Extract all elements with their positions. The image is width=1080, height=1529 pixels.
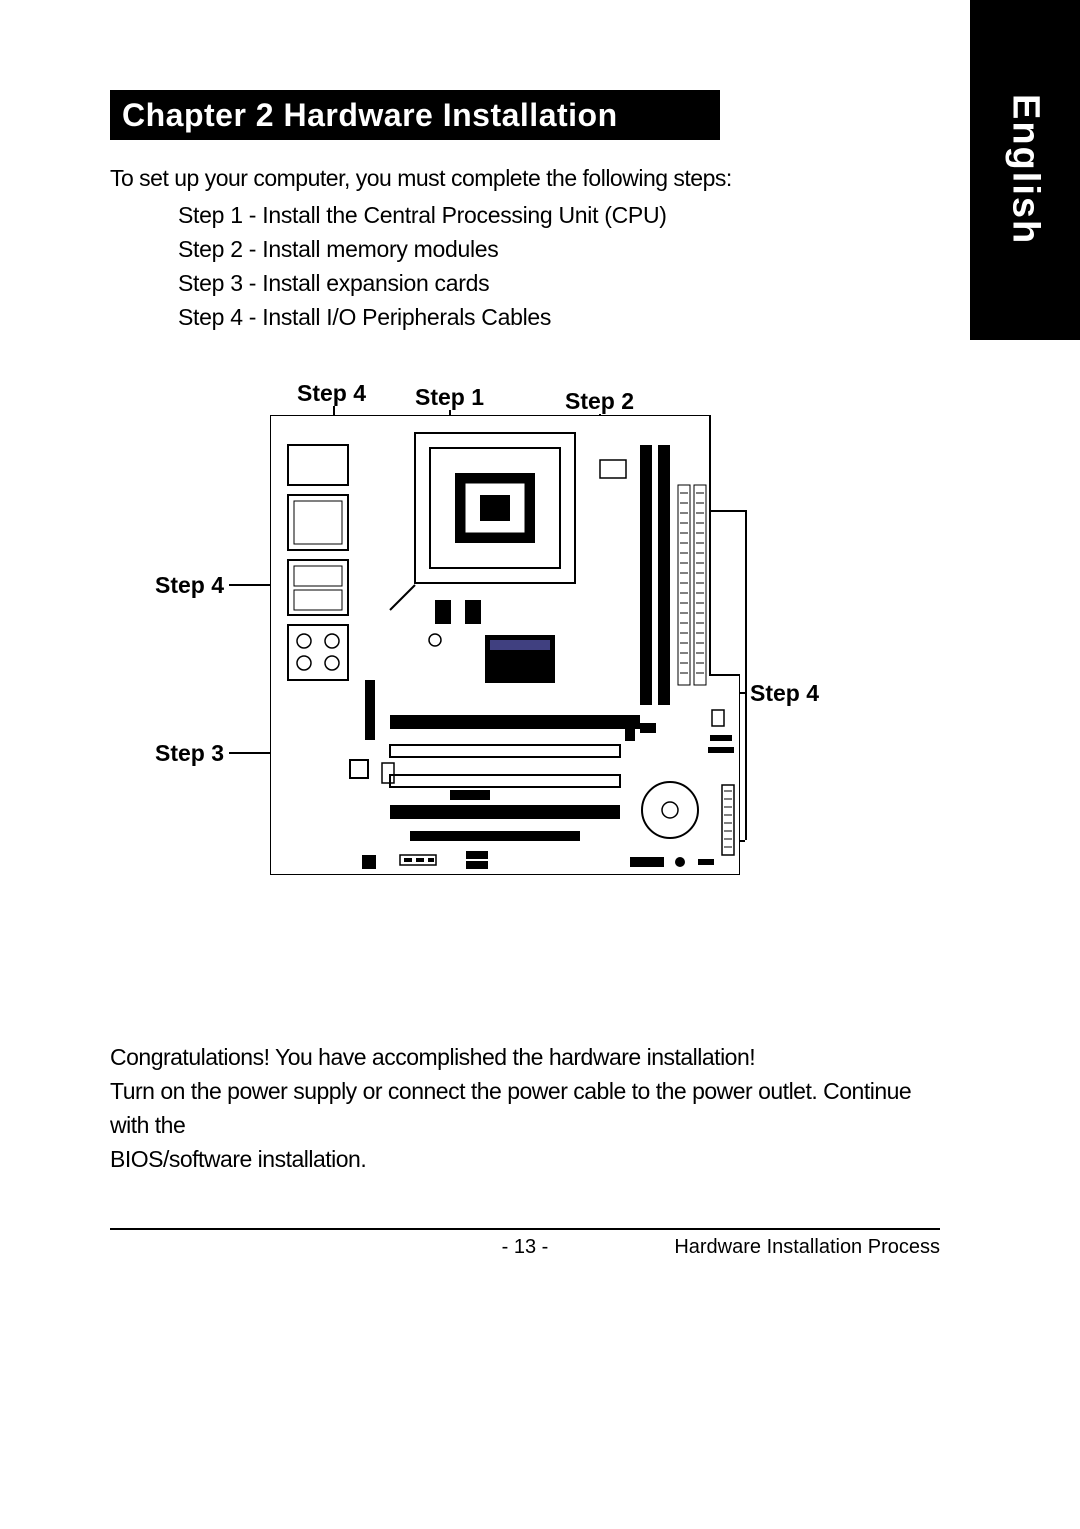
- label-step3: Step 3: [155, 740, 224, 767]
- footer-rule: [110, 1228, 940, 1230]
- leader-line: [229, 752, 275, 754]
- footer-section: Hardware Installation Process: [674, 1236, 940, 1259]
- congrats-block: Congratulations! You have accomplished t…: [110, 1040, 940, 1176]
- label-step2: Step 2: [565, 388, 634, 415]
- label-step4-left: Step 4: [155, 572, 224, 599]
- leader-line: [745, 510, 747, 840]
- language-label: English: [1004, 94, 1047, 245]
- label-step4-top: Step 4: [297, 380, 366, 407]
- congrats-line-3: BIOS/software installation.: [110, 1142, 940, 1176]
- label-step4-right: Step 4: [750, 680, 819, 707]
- intro-text: To set up your computer, you must comple…: [110, 165, 732, 192]
- label-step1: Step 1: [415, 384, 484, 411]
- chapter-heading: Chapter 2 Hardware Installation Process: [110, 90, 720, 140]
- congrats-line-2: Turn on the power supply or connect the …: [110, 1074, 940, 1142]
- step-2: Step 2 - Install memory modules: [178, 232, 667, 266]
- language-tab: English: [970, 0, 1080, 340]
- congrats-line-1: Congratulations! You have accomplished t…: [110, 1040, 940, 1074]
- step-3: Step 3 - Install expansion cards: [178, 266, 667, 300]
- motherboard-diagram: Step 4 Step 1 Step 2 Step 4 Step 3 Step …: [155, 380, 895, 890]
- motherboard-illustration: [270, 415, 740, 875]
- step-1: Step 1 - Install the Central Processing …: [178, 198, 667, 232]
- page: English Chapter 2 Hardware Installation …: [0, 0, 1080, 1529]
- steps-list: Step 1 - Install the Central Processing …: [178, 198, 667, 334]
- page-number: - 13 -: [502, 1236, 549, 1259]
- step-4: Step 4 - Install I/O Peripherals Cables: [178, 300, 667, 334]
